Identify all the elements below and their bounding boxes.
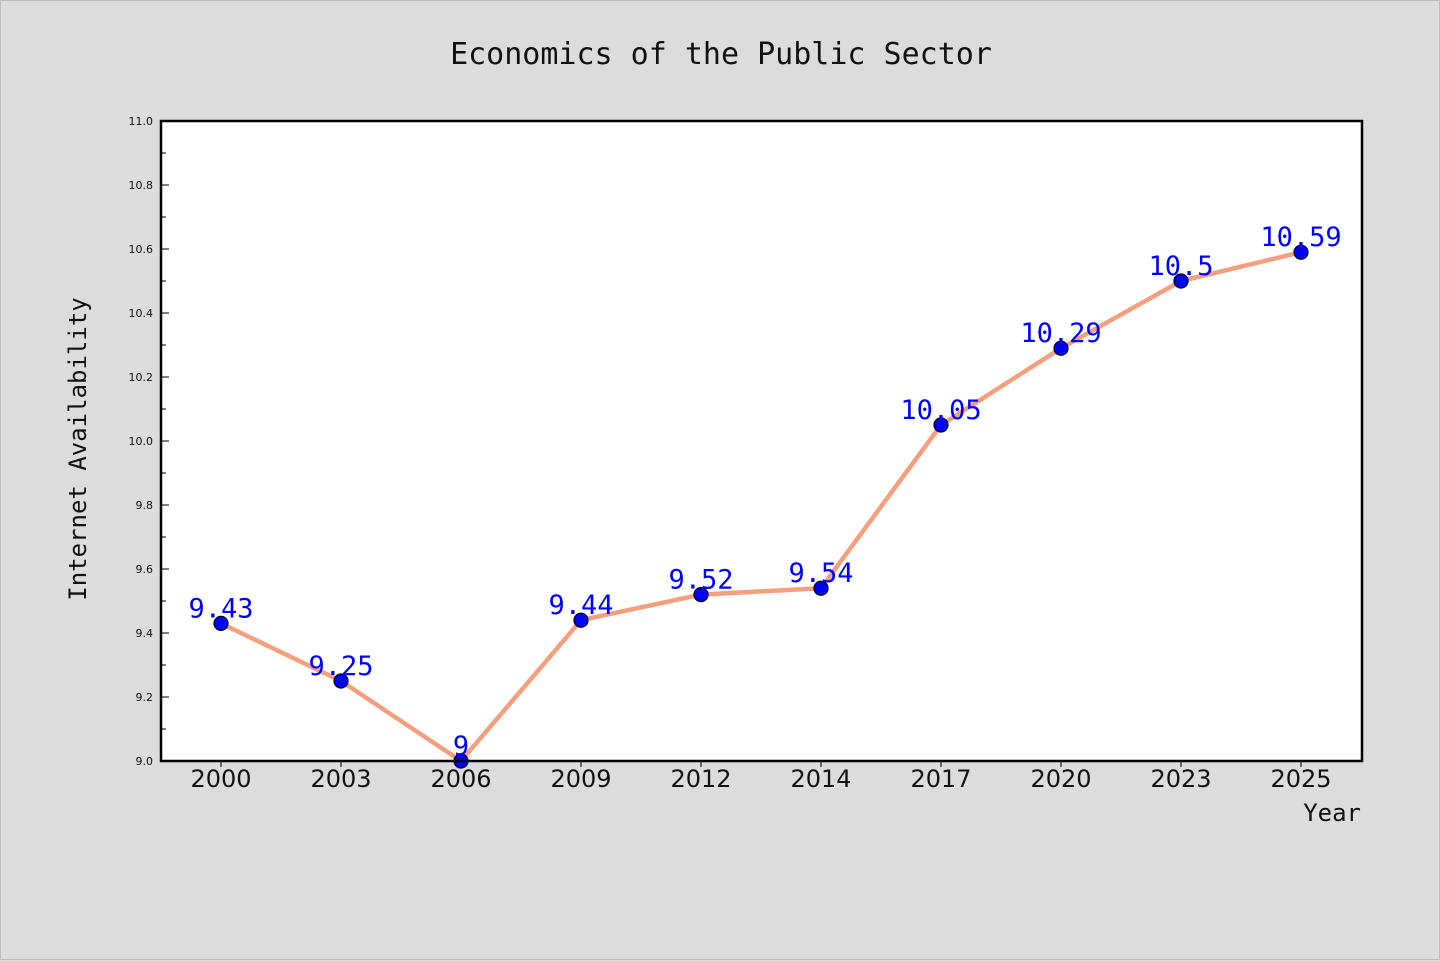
x-tick-label: 2020 — [1030, 765, 1091, 793]
x-tick-label: 2017 — [910, 765, 971, 793]
data-point — [573, 612, 589, 628]
plot-border — [159, 119, 1364, 763]
y-tick-label: 10.4 — [129, 307, 154, 320]
data-label: 10.59 — [1260, 222, 1341, 253]
data-label: 9.52 — [668, 565, 733, 596]
y-tick-label: 9.6 — [136, 563, 154, 576]
data-point — [813, 580, 829, 596]
x-tick-label: 2000 — [190, 765, 251, 793]
y-tick-label: 10.0 — [129, 435, 154, 448]
series-line — [213, 244, 1309, 769]
x-axis-label: Year — [1303, 799, 1361, 827]
data-label: 9.44 — [548, 590, 613, 621]
data-labels: 9.43 9.25 9 9.44 9.52 9.54 10.05 10.29 10.5 10.59 — [188, 222, 1341, 762]
y-tick-label: 9.4 — [136, 627, 154, 640]
y-tick-label: 10.6 — [129, 243, 154, 256]
data-point — [1173, 273, 1189, 289]
y-tick-label: 10.2 — [129, 371, 154, 384]
chart-title: Economics of the Public Sector — [450, 37, 992, 72]
data-label: 9 — [453, 731, 469, 762]
data-label: 10.5 — [1148, 251, 1213, 282]
y-tick-label: 9.0 — [136, 755, 154, 768]
series-path — [218, 249, 1304, 764]
y-axis-label: Internet Availability — [64, 297, 92, 600]
data-point — [693, 586, 709, 603]
data-point — [933, 417, 949, 433]
data-label: 10.29 — [1020, 318, 1101, 349]
y-tick-label: 9.8 — [136, 499, 154, 512]
x-tick-label: 2014 — [790, 765, 851, 793]
data-label: 9.25 — [308, 651, 373, 682]
x-tick-label: 2025 — [1270, 765, 1331, 793]
data-label: 9.43 — [188, 593, 253, 624]
x-tick-label: 2023 — [1150, 765, 1211, 793]
data-point — [1293, 244, 1309, 260]
data-point — [333, 673, 349, 689]
data-label: 10.05 — [900, 395, 981, 426]
x-tick-label: 2012 — [670, 765, 731, 793]
x-axis: 2000 2003 2006 2009 2012 2014 2017 2020 2023 2025 — [190, 761, 1332, 793]
x-tick-label: 2009 — [550, 765, 611, 793]
data-label: 9.54 — [788, 558, 853, 589]
data-point — [1053, 340, 1069, 356]
data-point — [213, 615, 229, 632]
y-axis: 9.0 9.2 9.4 9.6 9.8 10.0 10.2 10.4 10.6 10.8 11.0 — [129, 115, 169, 768]
y-tick-label: 10.8 — [129, 179, 154, 192]
y-tick-label: 11.0 — [129, 115, 154, 128]
x-tick-label: 2003 — [310, 765, 371, 793]
y-tick-label: 9.2 — [136, 691, 154, 704]
x-tick-label: 2006 — [430, 765, 491, 793]
plot-area — [161, 121, 1362, 761]
